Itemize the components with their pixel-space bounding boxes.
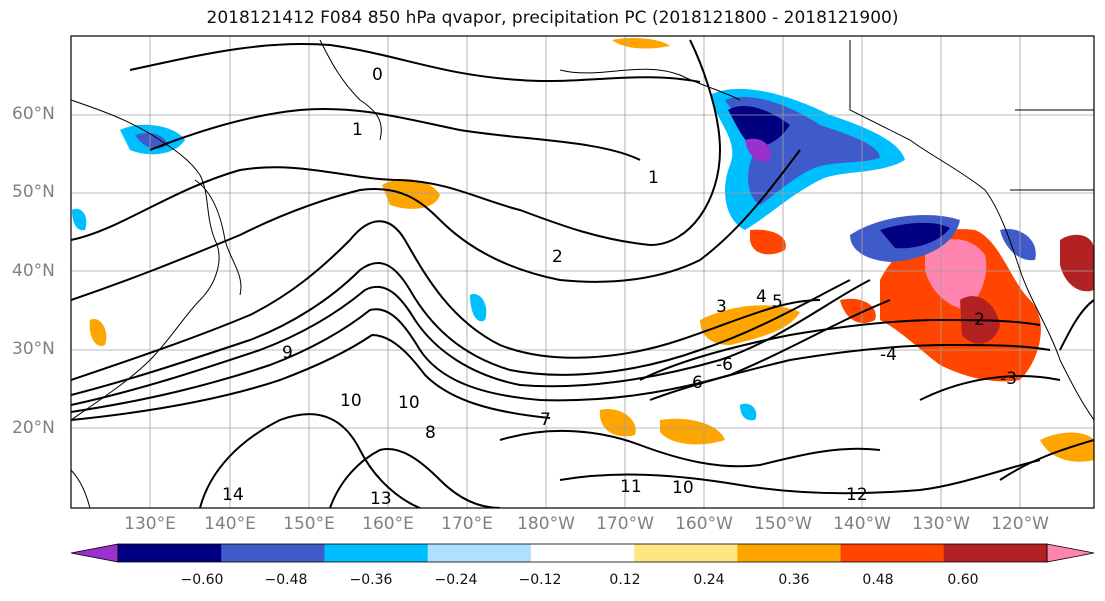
lon-label: 140°E — [204, 514, 256, 534]
contour-label: 13 — [370, 489, 392, 509]
colorbar-segment — [840, 544, 945, 562]
colorbar-tick-label: −0.48 — [264, 572, 308, 588]
contour-label: 9 — [282, 343, 293, 363]
lon-label: 180°W — [517, 514, 575, 534]
contour-label: 0 — [372, 65, 383, 85]
colorbar-tick-label: 0.60 — [947, 572, 979, 588]
contour-label: 5 — [772, 292, 783, 312]
coastlines — [71, 39, 1094, 508]
colorbar-tick-label: 0.24 — [693, 572, 725, 588]
lat-label: 50°N — [12, 182, 55, 202]
contour-label: 3 — [716, 297, 727, 317]
contour-label: 1 — [352, 120, 363, 140]
colorbar-extend-high — [1046, 543, 1095, 563]
colorbar-segment — [427, 544, 532, 562]
contour-label: 8 — [425, 423, 436, 443]
colorbar-tick-label: −0.12 — [518, 572, 562, 588]
graticule — [71, 36, 1094, 508]
lon-label: 130°E — [124, 514, 176, 534]
contour-label: -4 — [880, 345, 897, 365]
contour-labels: 0 1 1 2 3 4 5 6 7 8 9 10 10 10 11 12 13 … — [222, 65, 1017, 509]
contour-label: 1 — [648, 168, 659, 188]
contour-label: 6 — [692, 373, 703, 393]
colorbar-extend-low — [70, 543, 119, 563]
contour-label: -2 — [968, 310, 985, 330]
contour-label: 4 — [756, 287, 767, 307]
lon-label: 130°W — [912, 514, 970, 534]
colorbar-tick-label: −0.24 — [434, 572, 478, 588]
contour-label: 10 — [340, 391, 362, 411]
lat-label: 20°N — [12, 418, 55, 438]
colorbar-tick-label: 0.12 — [609, 572, 641, 588]
colorbar-segment — [221, 544, 325, 562]
colorbar-tick-label: −0.60 — [180, 572, 224, 588]
colorbar-frame — [117, 543, 1048, 563]
lat-label: 30°N — [12, 339, 55, 359]
qvapor-contours — [71, 39, 1094, 508]
contour-label: -6 — [716, 355, 733, 375]
contour-label: 7 — [540, 410, 551, 430]
precip-positive-shading — [89, 38, 1094, 462]
map-frame — [70, 35, 1095, 509]
lon-label: 150°W — [754, 514, 812, 534]
lon-label: 160°E — [362, 514, 414, 534]
contour-label: 14 — [222, 485, 244, 505]
contour-label: 11 — [620, 477, 642, 497]
lon-label: 150°E — [283, 514, 335, 534]
contour-label: 12 — [846, 485, 868, 505]
colorbar-segment — [118, 544, 222, 562]
colorbar-tick-label: −0.36 — [349, 572, 393, 588]
colorbar-segment — [737, 544, 842, 562]
lon-label: 160°W — [675, 514, 733, 534]
lon-label: 170°E — [441, 514, 493, 534]
lon-label: 120°W — [991, 514, 1049, 534]
colorbar-segment — [943, 544, 1048, 562]
contour-label: -3 — [1000, 369, 1017, 389]
lat-label: 40°N — [12, 261, 55, 281]
colorbar — [70, 543, 1095, 563]
colorbar-segment — [634, 544, 738, 562]
contour-label: 2 — [552, 247, 563, 267]
colorbar-tick-label: 0.48 — [862, 572, 894, 588]
contour-label: 10 — [672, 478, 694, 498]
contour-label: 10 — [398, 393, 420, 413]
colorbar-tick-label: 0.36 — [778, 572, 810, 588]
lon-label: 140°W — [833, 514, 891, 534]
colorbar-segment — [324, 544, 429, 562]
precip-negative-shading — [72, 88, 1036, 421]
figure-title: 2018121412 F084 850 hPa qvapor, precipit… — [206, 8, 899, 28]
lat-label: 60°N — [12, 104, 55, 124]
colorbar-segment — [530, 544, 635, 562]
lon-label: 170°W — [596, 514, 654, 534]
